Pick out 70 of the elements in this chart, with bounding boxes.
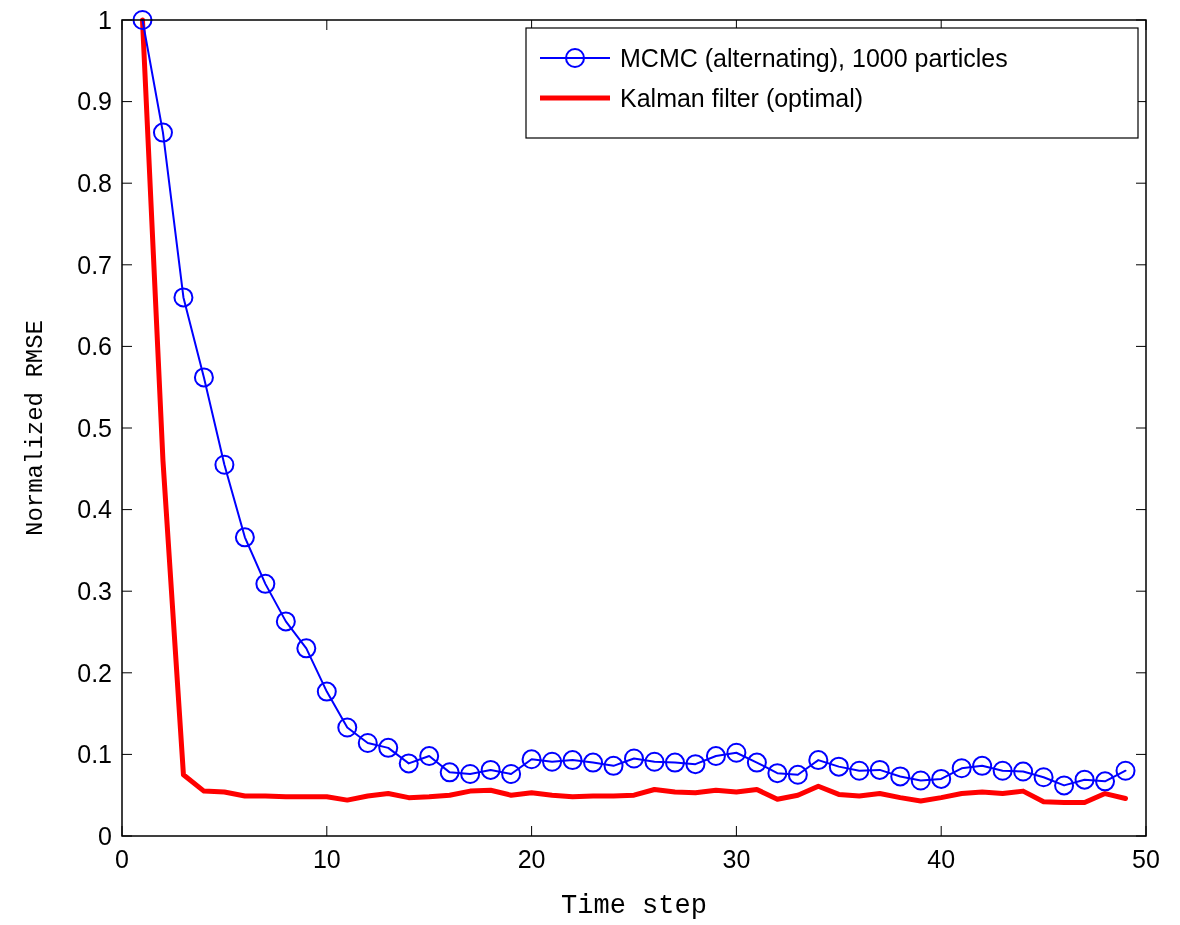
y-tick-label: 0.2 <box>77 658 112 687</box>
point <box>1115 760 1136 781</box>
point <box>1074 769 1095 790</box>
y-tick-label: 0.8 <box>77 168 112 197</box>
y-tick-label: 0.3 <box>77 576 112 605</box>
point <box>910 770 931 791</box>
x-axis-title: Time step <box>561 891 707 921</box>
y-tick-label: 0.1 <box>77 740 112 769</box>
point <box>521 749 542 770</box>
point <box>624 748 644 769</box>
point <box>501 763 522 784</box>
x-tick-label: 0 <box>115 845 129 873</box>
point <box>1013 761 1034 782</box>
point <box>972 755 993 776</box>
point <box>234 527 255 548</box>
y-tick-label: 1 <box>98 5 112 34</box>
point <box>562 750 583 771</box>
y-tick-label: 0.7 <box>77 250 112 279</box>
point <box>808 750 829 771</box>
point <box>603 755 624 776</box>
point <box>419 746 440 767</box>
x-tick-label: 20 <box>517 845 546 873</box>
point <box>378 737 399 758</box>
point <box>931 768 952 789</box>
y-tick-label: 0.9 <box>77 87 112 116</box>
point <box>726 742 747 763</box>
y-axis-title: Normalized RMSE <box>22 319 49 537</box>
x-tick-label: 40 <box>927 845 956 873</box>
point <box>746 752 767 773</box>
x-tick-label: 30 <box>722 845 751 873</box>
point <box>583 752 604 773</box>
point <box>664 752 685 773</box>
point <box>869 759 890 780</box>
point <box>480 759 501 780</box>
point <box>828 756 849 777</box>
y-tick-label: 0.4 <box>77 495 113 524</box>
point <box>705 746 726 767</box>
point <box>849 760 870 781</box>
point <box>398 753 419 774</box>
point <box>460 763 481 784</box>
point <box>337 717 358 738</box>
point <box>173 287 194 308</box>
point <box>685 754 706 775</box>
x-tick-label: 10 <box>312 845 341 873</box>
point <box>275 611 296 632</box>
point <box>890 766 911 787</box>
point <box>316 681 337 702</box>
point <box>787 764 808 785</box>
point <box>255 573 276 594</box>
point <box>767 763 788 784</box>
y-tick-label: 0.6 <box>77 332 112 361</box>
point <box>992 760 1013 781</box>
legend-label: MCMC (alternating), 1000 particles <box>620 43 1008 72</box>
x-tick-label: 50 <box>1132 845 1160 873</box>
point <box>214 454 235 475</box>
point <box>132 10 153 30</box>
point <box>1033 767 1054 788</box>
y-tick-label: 0.5 <box>77 413 112 442</box>
point <box>1095 771 1116 792</box>
y-tick-label: 0 <box>98 821 112 850</box>
point <box>951 758 972 779</box>
point <box>296 638 317 659</box>
point <box>644 751 665 772</box>
point <box>152 122 173 143</box>
legend-label: Kalman filter (optimal) <box>620 83 864 112</box>
point <box>1054 775 1075 796</box>
point <box>357 732 378 753</box>
point <box>542 751 563 772</box>
point <box>193 367 214 388</box>
point <box>439 762 460 783</box>
